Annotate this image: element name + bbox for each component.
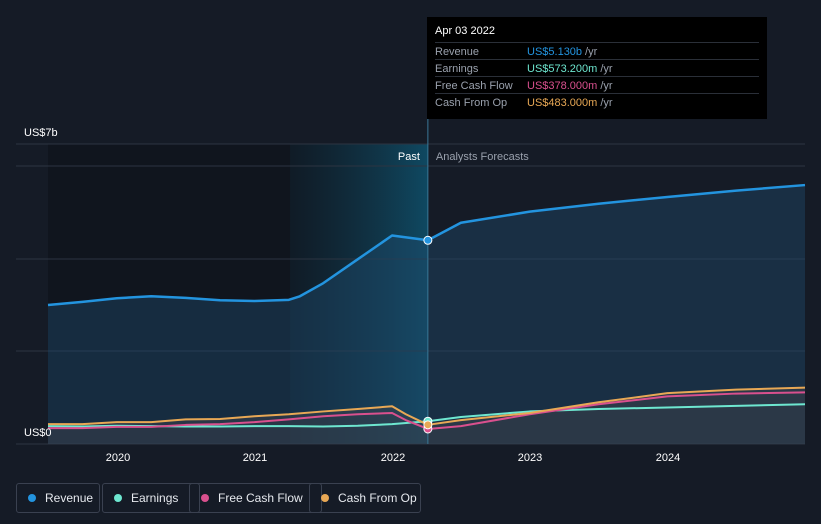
legend-item-revenue[interactable]: Revenue	[16, 483, 100, 513]
tooltip-value: US$573.200m/yr	[527, 63, 613, 75]
tooltip-label: Free Cash Flow	[435, 80, 513, 92]
legend-item-cash-from-op[interactable]: Cash From Op	[309, 483, 421, 513]
tooltip-label: Earnings	[435, 63, 479, 75]
free-cash-flow-line	[48, 391, 806, 430]
revenue-point	[423, 235, 433, 245]
legend-label: Earnings	[131, 491, 179, 505]
x-tick-label: 2020	[106, 452, 130, 464]
forecast-label: Analysts Forecasts	[436, 151, 529, 163]
y-axis-bottom-label: US$0	[24, 427, 52, 439]
highlight-band	[290, 144, 428, 444]
tooltip-date: Apr 03 2022	[435, 25, 495, 37]
revenue-line	[47, 183, 806, 307]
x-tick-label: 2021	[243, 452, 267, 464]
tooltip-value: US$483.000m/yr	[527, 97, 613, 109]
tooltip-label: Revenue	[435, 46, 480, 58]
x-tick-label: 2023	[518, 452, 542, 464]
legend-label: Free Cash Flow	[218, 491, 303, 505]
x-tick-label: 2022	[381, 452, 405, 464]
x-tick-label: 2024	[656, 452, 680, 464]
revenue-area	[48, 185, 805, 444]
legend-item-free-cash-flow[interactable]: Free Cash Flow	[189, 483, 322, 513]
data-tooltip: Apr 03 2022 Revenue US$5.130b/yr Earning…	[427, 17, 767, 119]
y-axis-top-label: US$7b	[24, 127, 58, 139]
cash-from-op-dot-icon	[321, 494, 329, 502]
cash-from-op-line	[48, 386, 806, 426]
legend-label: Cash From Op	[338, 491, 417, 505]
tooltip-value: US$5.130b/yr	[527, 46, 598, 58]
past-label: Past	[398, 151, 420, 163]
tooltip-label: Cash From Op	[435, 97, 508, 109]
tooltip-row-free-cash-flow: Free Cash Flow US$378.000m/yr	[435, 76, 759, 94]
legend-item-earnings[interactable]: Earnings	[102, 483, 200, 513]
earnings-dot-icon	[114, 494, 122, 502]
tooltip-row-earnings: Earnings US$573.200m/yr	[435, 59, 759, 77]
tooltip-value: US$378.000m/yr	[527, 80, 613, 92]
legend-label: Revenue	[45, 491, 94, 505]
free-cash-flow-dot-icon	[201, 494, 209, 502]
cash-from-op-point	[423, 420, 433, 430]
revenue-dot-icon	[28, 494, 36, 502]
tooltip-row-cash-from-op: Cash From Op US$483.000m/yr	[435, 93, 759, 111]
tooltip-row-revenue: Revenue US$5.130b/yr	[435, 42, 759, 60]
